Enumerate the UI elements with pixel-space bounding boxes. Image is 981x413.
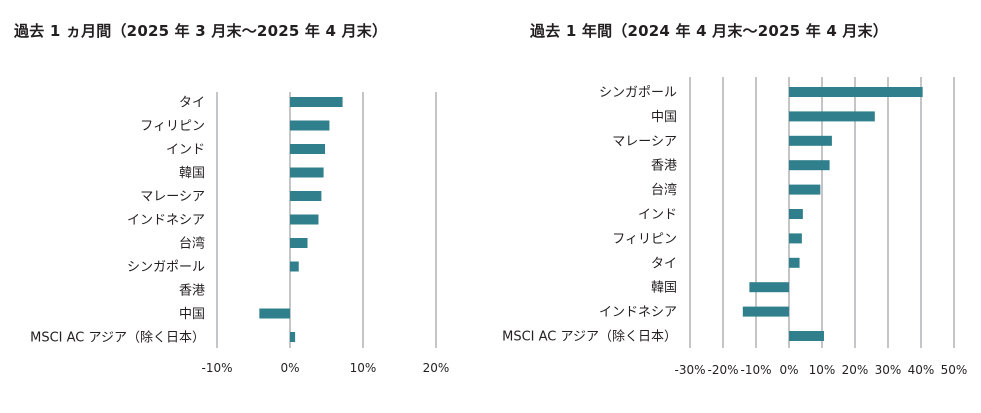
m1-bar-10 [290,332,296,342]
m1-category-label-2: インド [166,143,205,158]
y1-bar-7 [789,257,800,268]
chart-title-1month: 過去 1 ヵ月間（2025 年 3 月末〜2025 年 4 月末） [14,22,388,40]
m1-bar-5 [290,214,319,225]
y1-tick-label-0: -30% [674,363,705,377]
y1-tick-label-2: -10% [740,363,771,377]
y1-bar-4 [789,184,821,195]
m1-tick-label-2: 10% [350,361,377,375]
m1-bar-6 [290,238,308,248]
y1-bar-6 [789,233,802,244]
m1-category-label-10: MSCI AC アジア（除く日本） [30,331,205,346]
y1-category-label-2: マレーシア [612,134,677,149]
y1-tick-label-1: -20% [707,363,738,377]
y1-bar-10 [789,331,824,341]
y1-category-label-3: 香港 [651,159,677,174]
y1-category-label-6: フィリピン [612,232,677,247]
y1-category-label-8: 韓国 [651,281,677,296]
y1-category-label-0: シンガポール [599,86,677,101]
m1-bar-4 [290,191,322,201]
y1-category-label-1: 中国 [651,110,677,125]
m1-category-label-1: フィリピン [140,119,205,134]
m1-category-label-9: 中国 [179,307,205,322]
m1-tick-label-0: -10% [201,361,232,375]
m1-category-label-0: タイ [179,96,205,111]
m1-category-label-7: シンガポール [127,260,205,275]
m1-bar-9 [259,308,290,319]
y1-category-label-10: MSCI AC アジア（除く日本） [502,330,677,345]
m1-category-label-5: インドネシア [127,213,205,228]
y1-category-label-9: インドネシア [599,305,677,320]
m1-category-label-4: マレーシア [140,190,205,205]
y1-tick-label-3: 0% [779,363,798,377]
m1-bar-3 [290,167,324,178]
chart-title-1year: 過去 1 年間（2024 年 4 月末〜2025 年 4 月末） [530,22,888,40]
y1-bar-1 [789,111,875,122]
m1-bar-1 [290,120,330,131]
y1-category-label-4: 台湾 [651,182,677,198]
m1-tick-label-3: 20% [423,361,450,375]
m1-tick-label-1: 0% [280,361,299,375]
y1-tick-label-4: 10% [809,363,836,377]
y1-category-label-5: インド [638,208,677,223]
y1-tick-label-6: 30% [875,363,902,377]
m1-category-label-3: 韓国 [179,166,205,181]
y1-bar-8 [749,282,789,293]
y1-tick-label-5: 20% [842,363,869,377]
y1-bar-3 [789,160,830,171]
y1-bar-9 [742,306,789,317]
m1-bar-2 [290,144,326,154]
y1-tick-label-7: 40% [908,363,935,377]
m1-category-label-8: 香港 [179,284,205,299]
m1-bar-7 [290,261,299,272]
y1-bar-2 [789,135,832,146]
y1-tick-label-8: 50% [941,363,968,377]
m1-bar-0 [290,97,343,107]
m1-category-label-6: 台湾 [179,236,205,252]
y1-bar-0 [789,87,923,97]
y1-bar-5 [789,209,803,219]
y1-category-label-7: タイ [651,256,677,271]
